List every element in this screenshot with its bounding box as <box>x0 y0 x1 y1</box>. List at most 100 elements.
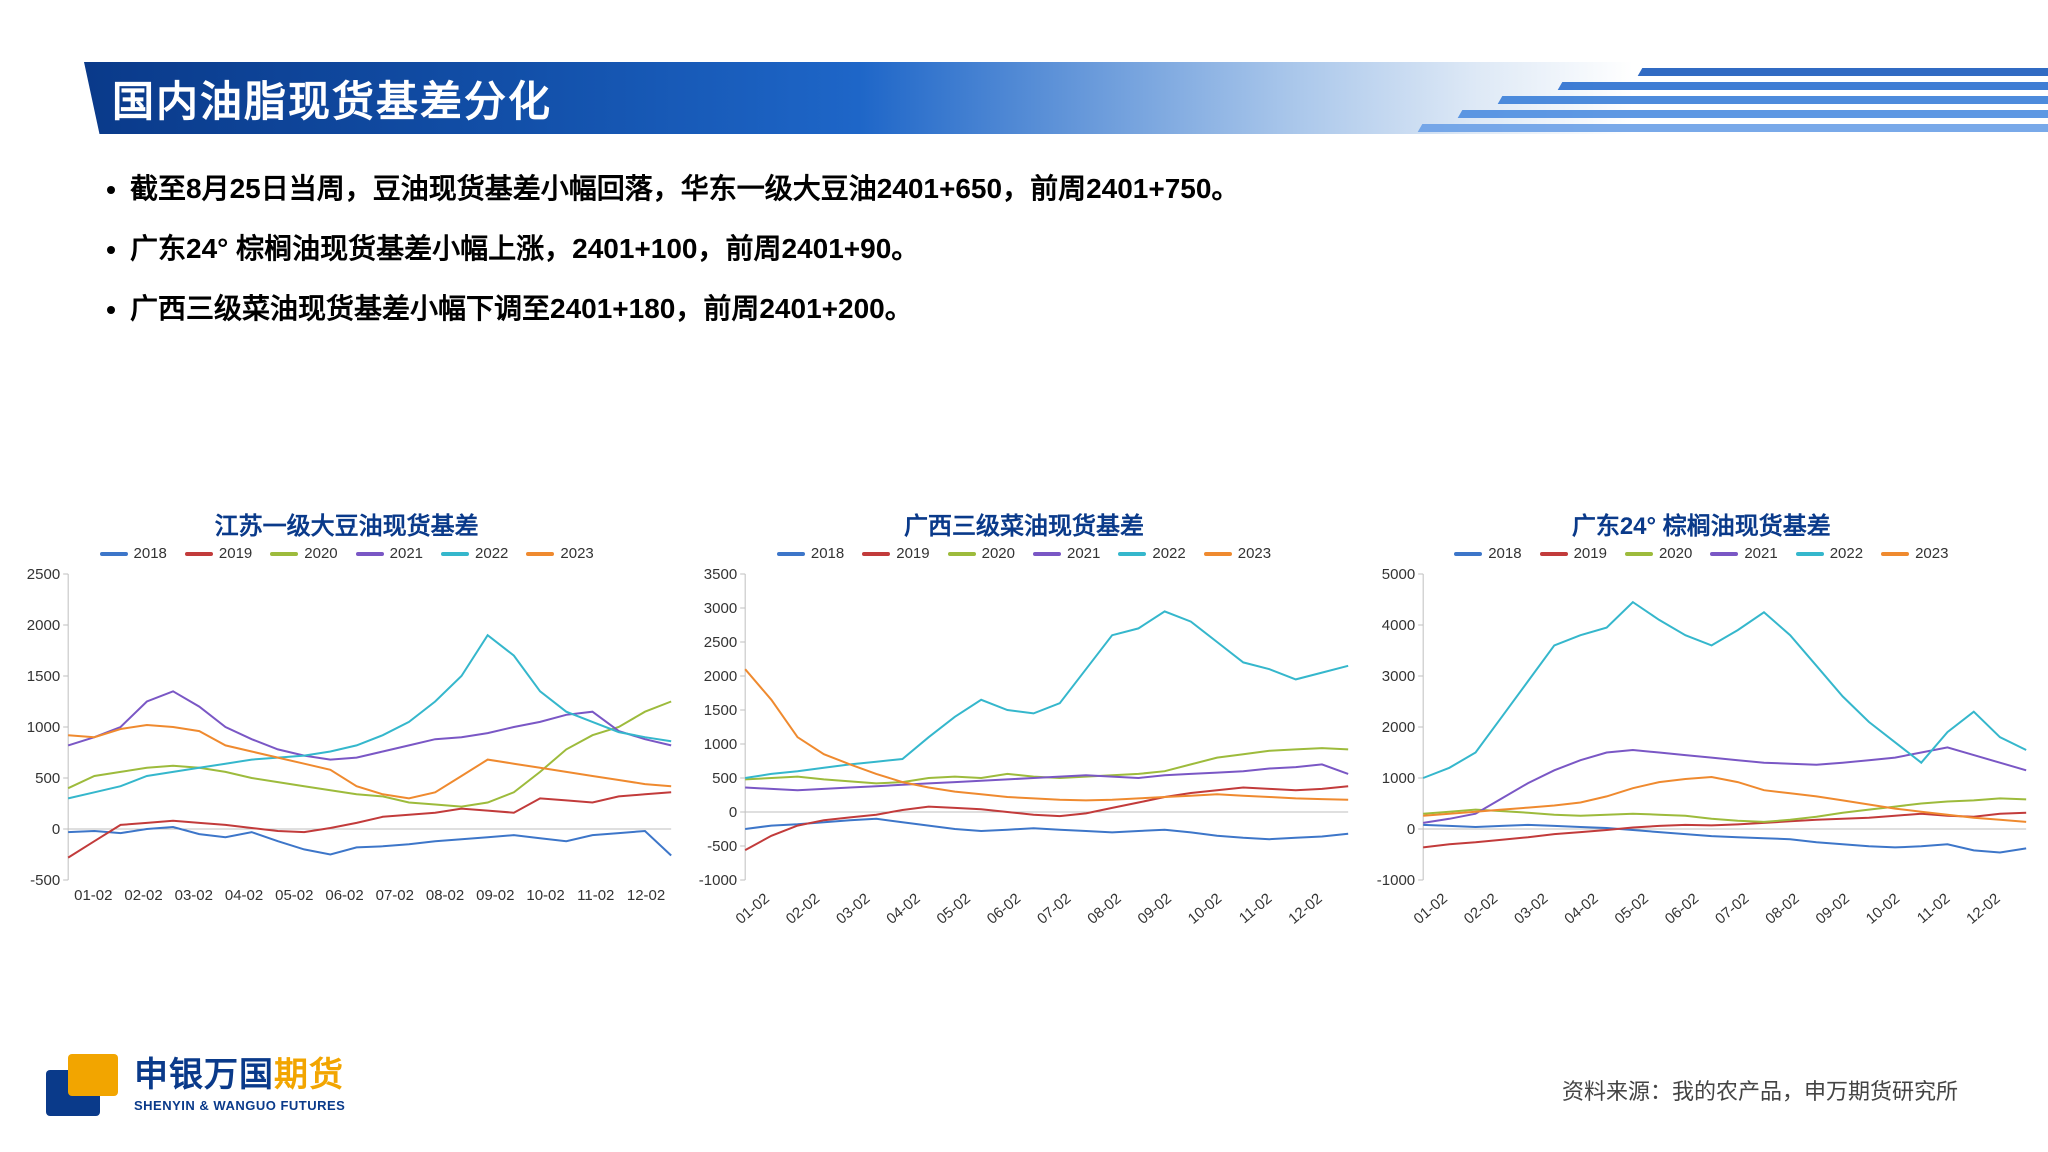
svg-text:08-02: 08-02 <box>1762 890 1802 926</box>
svg-text:10-02: 10-02 <box>1862 890 1902 926</box>
svg-text:02-02: 02-02 <box>783 890 823 926</box>
bullet-item: 广西三级菜油现货基差小幅下调至2401+180，前周2401+200。 <box>130 288 1948 330</box>
svg-text:12-02: 12-02 <box>1286 890 1326 926</box>
svg-text:04-02: 04-02 <box>225 887 263 904</box>
legend-item: 2020 <box>270 545 337 562</box>
svg-text:02-02: 02-02 <box>1460 890 1500 926</box>
svg-text:11-02: 11-02 <box>1236 890 1275 926</box>
svg-text:0: 0 <box>52 821 60 838</box>
legend-item: 2023 <box>1881 545 1948 562</box>
legend-item: 2022 <box>1118 545 1185 562</box>
svg-text:1500: 1500 <box>704 702 737 719</box>
legend-item: 2022 <box>1796 545 1863 562</box>
legend-item: 2021 <box>356 545 423 562</box>
chart-rape: 广西三级菜油现货基差 2018 2019 2020 2021 2022 2023 -100… <box>691 500 1356 972</box>
svg-text:-500: -500 <box>707 838 737 855</box>
svg-text:08-02: 08-02 <box>1085 890 1125 926</box>
svg-text:0: 0 <box>1406 821 1414 838</box>
bullet-list: 截至8月25日当周，豆油现货基差小幅回落，华东一级大豆油2401+650，前周2… <box>100 168 1948 348</box>
slide-title: 国内油脂现货基差分化 <box>112 68 552 129</box>
svg-text:2000: 2000 <box>27 617 60 634</box>
legend-item: 2018 <box>100 545 167 562</box>
svg-text:06-02: 06-02 <box>325 887 363 904</box>
legend-item: 2023 <box>526 545 593 562</box>
svg-text:-500: -500 <box>30 872 60 889</box>
svg-text:03-02: 03-02 <box>175 887 213 904</box>
svg-text:2000: 2000 <box>704 668 737 685</box>
legend-item: 2023 <box>1204 545 1271 562</box>
svg-text:2500: 2500 <box>27 566 60 583</box>
svg-text:2000: 2000 <box>1381 719 1414 736</box>
svg-text:-1000: -1000 <box>1376 872 1414 889</box>
svg-text:08-02: 08-02 <box>426 887 464 904</box>
svg-text:11-02: 11-02 <box>1914 890 1953 926</box>
svg-text:04-02: 04-02 <box>884 890 924 926</box>
svg-text:06-02: 06-02 <box>1661 890 1701 926</box>
svg-text:10-02: 10-02 <box>526 887 564 904</box>
chart-palm: 广东24° 棕榈油现货基差 2018 2019 2020 2021 2022 2023 -… <box>1369 500 2034 972</box>
legend-item: 2018 <box>1454 545 1521 562</box>
svg-text:1500: 1500 <box>27 668 60 685</box>
bullet-item: 截至8月25日当周，豆油现货基差小幅回落，华东一级大豆油2401+650，前周2… <box>130 168 1948 210</box>
bullet-item: 广东24° 棕榈油现货基差小幅上涨，2401+100，前周2401+90。 <box>130 228 1948 270</box>
chart-soy: 江苏一级大豆油现货基差 201820192020202120222023 -50… <box>14 500 679 972</box>
legend-item: 2021 <box>1033 545 1100 562</box>
svg-text:2500: 2500 <box>704 634 737 651</box>
logo-cn: 申银万国期货 <box>134 1058 345 1092</box>
svg-text:04-02: 04-02 <box>1561 890 1601 926</box>
chart-legend: 2018 2019 2020 2021 2022 2023 <box>1369 545 2034 562</box>
svg-text:03-02: 03-02 <box>1511 890 1551 926</box>
svg-text:01-02: 01-02 <box>1410 890 1450 926</box>
legend-item: 2020 <box>1625 545 1692 562</box>
svg-text:03-02: 03-02 <box>833 890 873 926</box>
svg-text:500: 500 <box>712 770 737 787</box>
company-logo: 申银万国期货 SHENYIN & WANGUO FUTURES <box>46 1054 345 1116</box>
svg-text:02-02: 02-02 <box>124 887 162 904</box>
svg-text:09-02: 09-02 <box>476 887 514 904</box>
svg-text:05-02: 05-02 <box>934 890 974 926</box>
logo-mark-icon <box>46 1054 118 1116</box>
legend-item: 2018 <box>777 545 844 562</box>
chart-legend: 201820192020202120222023 <box>14 545 679 562</box>
source-label: 资料来源：我的农产品，申万期货研究所 <box>1562 1074 1958 1106</box>
chart-title: 广东24° 棕榈油现货基差 <box>1369 500 2034 545</box>
title-bar: 国内油脂现货基差分化 <box>84 62 2020 134</box>
logo-en: SHENYIN & WANGUO FUTURES <box>134 1098 345 1113</box>
svg-text:-1000: -1000 <box>699 872 737 889</box>
svg-text:05-02: 05-02 <box>1611 890 1651 926</box>
legend-item: 2022 <box>441 545 508 562</box>
svg-text:11-02: 11-02 <box>577 887 614 904</box>
svg-text:06-02: 06-02 <box>984 890 1024 926</box>
legend-item: 2020 <box>948 545 1015 562</box>
plot: -1000 0 1000 2000 3000 4000 5000 01-02 02-02 03-0… <box>1369 566 2034 926</box>
svg-text:07-02: 07-02 <box>1712 890 1752 926</box>
svg-text:5000: 5000 <box>1381 566 1414 583</box>
svg-text:09-02: 09-02 <box>1812 890 1852 926</box>
charts-row: 江苏一级大豆油现货基差 2018 2019 2020 2021 2022 2023 -50… <box>14 500 2034 972</box>
legend-item: 2019 <box>862 545 929 562</box>
svg-text:0: 0 <box>729 804 737 821</box>
svg-text:1000: 1000 <box>1381 770 1414 787</box>
svg-text:12-02: 12-02 <box>1963 890 2003 926</box>
svg-text:4000: 4000 <box>1381 617 1414 634</box>
svg-text:3500: 3500 <box>704 566 737 583</box>
svg-text:3000: 3000 <box>1381 668 1414 685</box>
legend-item: 2021 <box>1710 545 1777 562</box>
plot: -500 0 500 1000 1500 2000 2500 01-02 02-02 03-02 0… <box>14 566 679 926</box>
svg-text:07-02: 07-02 <box>1034 890 1074 926</box>
svg-text:01-02: 01-02 <box>733 890 773 926</box>
svg-text:1000: 1000 <box>27 719 60 736</box>
svg-text:09-02: 09-02 <box>1135 890 1175 926</box>
legend-item: 2019 <box>1540 545 1607 562</box>
chart-title: 广西三级菜油现货基差 <box>691 500 1356 545</box>
svg-text:05-02: 05-02 <box>275 887 313 904</box>
chart-title: 江苏一级大豆油现货基差 <box>14 500 679 545</box>
svg-text:500: 500 <box>35 770 60 787</box>
svg-text:12-02: 12-02 <box>627 887 665 904</box>
plot: -1000 -500 0 500 1000 1500 2000 2500 3000 3500 01-… <box>691 566 1356 926</box>
chart-legend: 2018 2019 2020 2021 2022 2023 <box>691 545 1356 562</box>
svg-text:3000: 3000 <box>704 600 737 617</box>
svg-text:1000: 1000 <box>704 736 737 753</box>
svg-text:10-02: 10-02 <box>1185 890 1225 926</box>
svg-text:01-02: 01-02 <box>74 887 112 904</box>
